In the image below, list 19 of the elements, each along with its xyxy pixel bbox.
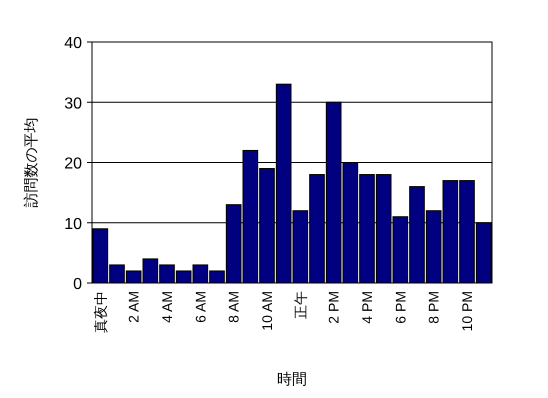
y-tick-label: 20	[64, 156, 82, 172]
y-tick-label: 0	[73, 276, 82, 293]
y-axis-title: 訪問数の平均	[23, 118, 40, 208]
x-tick-label: 4 PM	[359, 291, 375, 324]
x-tick-label: 6 AM	[192, 291, 208, 323]
y-tick-label: 30	[64, 95, 82, 112]
y-tick-label: 10	[64, 216, 82, 233]
x-tick-label: 10 AM	[259, 291, 275, 331]
x-tick-label: 2 AM	[126, 291, 142, 323]
x-tick-label: 正午	[292, 291, 308, 319]
x-axis-title: 時間	[277, 371, 307, 388]
x-tick-label: 8 PM	[426, 291, 442, 324]
y-tick-label: 40	[64, 35, 82, 52]
x-tick-label: 8 AM	[226, 291, 242, 323]
x-tick-label: 4 AM	[159, 291, 175, 323]
x-tick-label: 真夜中	[92, 291, 108, 333]
x-tick-label: 6 PM	[392, 291, 408, 324]
x-tick-label: 2 PM	[326, 291, 342, 324]
x-tick-label: 10 PM	[459, 291, 475, 332]
